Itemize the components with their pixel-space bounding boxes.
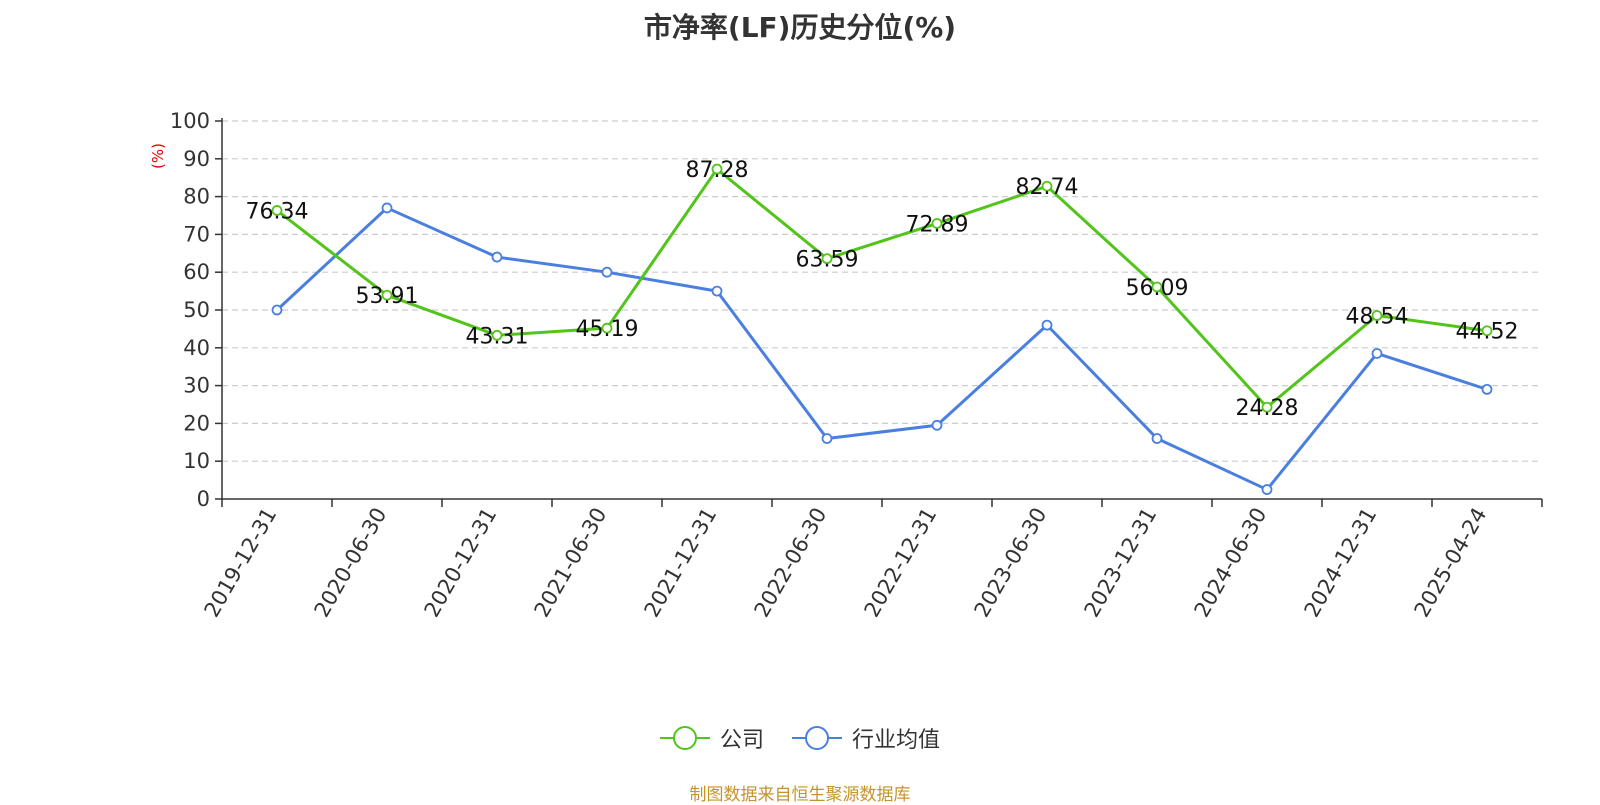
- x-tick-label-2025-04-24: 2025-04-24: [1410, 504, 1492, 622]
- y-tick-label-20: 20: [183, 411, 210, 435]
- x-tick-label-2020-12-31: 2020-12-31: [420, 504, 502, 622]
- chart-title: 市净率(LF)历史分位(%): [643, 11, 957, 44]
- point-industry-2021-12-31: [711, 285, 723, 297]
- legend-label-company: 公司: [719, 728, 764, 753]
- data-labels: 76.34 53.91 43.31 45.19 87.28 63.59 72.89 82.74…: [246, 158, 1519, 421]
- x-tick-label-2022-06-30: 2022-06-30: [750, 504, 832, 622]
- point-company-2021-06-30: [601, 322, 613, 334]
- point-company-2025-04-24: [1481, 325, 1493, 337]
- data-label-company-2021-12-31: 87.28: [686, 158, 749, 183]
- point-company-2024-06-30: [1261, 401, 1273, 413]
- y-tick-label-100: 100: [170, 109, 210, 133]
- point-industry-2023-06-30: [1041, 319, 1053, 331]
- point-company-2020-06-30: [381, 289, 393, 301]
- point-industry-2022-06-30: [821, 433, 833, 444]
- point-company-2023-12-31: [1151, 281, 1163, 293]
- point-industry-2024-12-31: [1371, 348, 1383, 359]
- legend-swatch-company: [659, 726, 710, 750]
- point-industry-2020-06-30: [381, 202, 393, 214]
- series-line-company: [276, 167, 1488, 409]
- data-label-company-2019-12-31: 76.34: [246, 199, 309, 224]
- y-tick-label-70: 70: [183, 222, 210, 246]
- point-company-2020-12-31: [491, 329, 503, 341]
- y-tick-label-40: 40: [183, 336, 210, 360]
- x-tick-label-2020-06-30: 2020-06-30: [310, 504, 392, 622]
- source-note: 制图数据来自恒生聚源数据库: [689, 785, 911, 805]
- y-tick-label-90: 90: [183, 147, 210, 171]
- y-axis-label: (%): [149, 143, 167, 169]
- x-tick-label-2022-12-31: 2022-12-31: [860, 504, 942, 622]
- point-industry-2025-04-24: [1481, 383, 1493, 395]
- y-tick-label-30: 30: [183, 374, 210, 398]
- x-tick-label-2024-12-31: 2024-12-31: [1300, 504, 1382, 622]
- axes: 0 10 20 30 40 50 60 70 80 90 100(%) 2019-12-31 2020-…: [149, 109, 1543, 622]
- point-industry-2019-12-31: [271, 304, 283, 316]
- legend-item-company[interactable]: 公司: [659, 722, 764, 754]
- point-company-2024-12-31: [1371, 310, 1383, 321]
- y-tick-label-80: 80: [183, 185, 210, 209]
- series-lines: [271, 163, 1493, 495]
- x-tick-label-2021-12-31: 2021-12-31: [640, 504, 722, 622]
- grid-lines: [222, 120, 1542, 462]
- point-company-2022-06-30: [821, 253, 833, 265]
- y-tick-label-50: 50: [183, 298, 210, 322]
- data-label-company-2024-12-31: 48.54: [1346, 305, 1409, 330]
- point-industry-2021-06-30: [601, 266, 613, 278]
- legend: 公司 行业均值: [0, 722, 1600, 754]
- point-company-2019-12-31: [271, 205, 283, 216]
- data-label-company-2024-06-30: 24.28: [1236, 396, 1299, 421]
- x-tick-label-2021-06-30: 2021-06-30: [530, 504, 612, 622]
- legend-item-industry[interactable]: 行业均值: [792, 722, 940, 754]
- data-label-company-2022-12-31: 72.89: [906, 212, 969, 237]
- y-tick-label-10: 10: [183, 449, 210, 473]
- y-tick-label-60: 60: [183, 260, 210, 284]
- data-label-company-2025-04-24: 44.52: [1456, 320, 1519, 345]
- point-industry-2024-06-30: [1261, 484, 1273, 495]
- y-tick-label-0: 0: [197, 487, 210, 511]
- legend-label-industry: 行业均值: [852, 728, 941, 753]
- point-industry-2022-12-31: [931, 419, 943, 431]
- x-tick-label-2019-12-31: 2019-12-31: [200, 504, 282, 622]
- point-company-2022-12-31: [931, 218, 943, 229]
- data-label-company-2020-12-31: 43.31: [466, 324, 529, 349]
- series-line-industry: [275, 206, 1488, 492]
- data-label-company-2021-06-30: 45.19: [576, 317, 639, 342]
- point-industry-2023-12-31: [1151, 433, 1163, 444]
- point-company-2023-06-30: [1041, 180, 1053, 192]
- point-industry-2020-12-31: [491, 251, 503, 263]
- data-label-company-2023-12-31: 56.09: [1126, 276, 1189, 301]
- point-company-2021-12-31: [711, 163, 723, 175]
- x-tick-label-2024-06-30: 2024-06-30: [1190, 504, 1272, 622]
- data-label-company-2020-06-30: 53.91: [356, 284, 419, 309]
- x-tick-label-2023-06-30: 2023-06-30: [970, 504, 1052, 622]
- legend-swatch-industry: [792, 726, 842, 750]
- data-label-company-2023-06-30: 82.74: [1016, 175, 1079, 200]
- x-tick-label-2023-12-31: 2023-12-31: [1080, 504, 1162, 622]
- data-label-company-2022-06-30: 63.59: [796, 248, 859, 273]
